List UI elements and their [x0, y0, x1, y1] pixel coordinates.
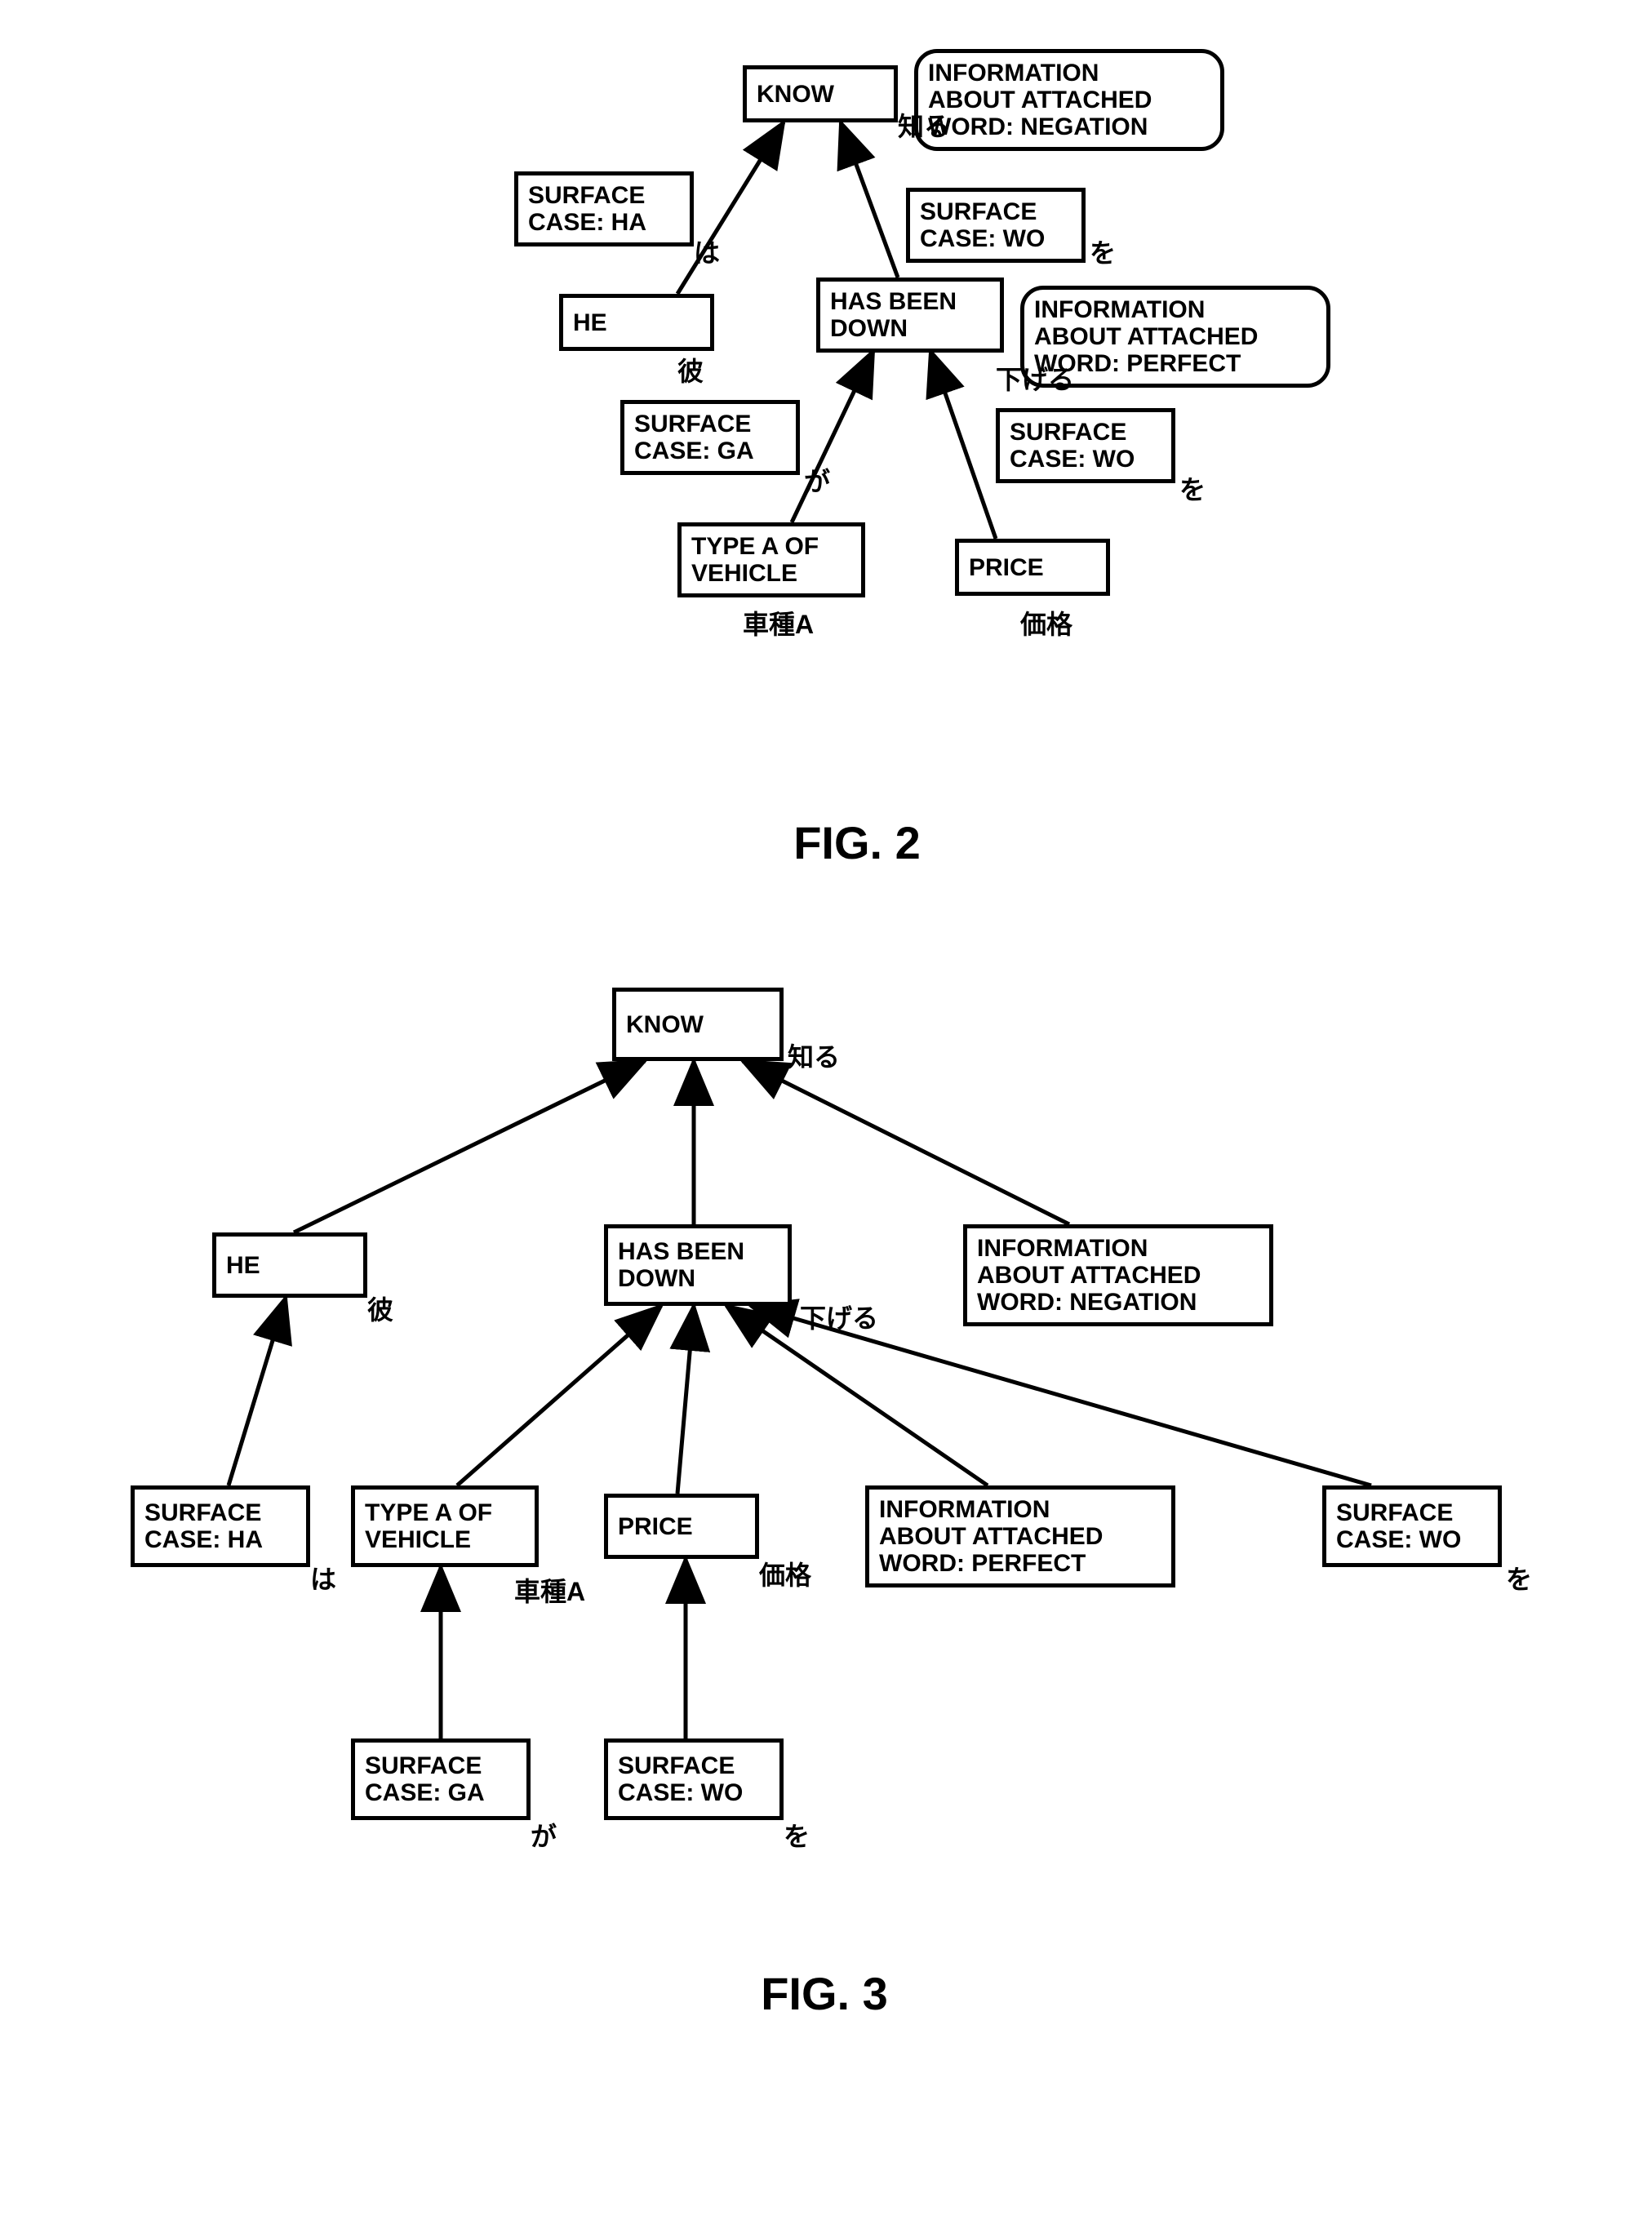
jp-label: を: [1090, 233, 1116, 270]
jp-label: を: [1179, 469, 1206, 507]
node-sc_ga: SURFACECASE: GA: [620, 400, 800, 475]
node-price: PRICE: [955, 539, 1110, 596]
node-know: KNOW: [612, 988, 784, 1061]
edge: [677, 1306, 694, 1494]
edge: [743, 1061, 1069, 1224]
jp-label: 車種A: [514, 1571, 585, 1609]
node-info_neg: INFORMATIONABOUT ATTACHEDWORD: NEGATION: [914, 49, 1224, 151]
edge: [294, 1061, 645, 1232]
node-sc_wo_r: SURFACECASE: WO: [1322, 1485, 1502, 1567]
jp-label: 価格: [1020, 604, 1072, 642]
jp-label: 下げる: [996, 359, 1074, 397]
jp-label: を: [1506, 1559, 1532, 1596]
figure-caption: FIG. 2: [286, 816, 1428, 869]
node-know: KNOW: [743, 65, 898, 122]
jp-label: 知る: [898, 106, 950, 144]
jp-label: 価格: [759, 1555, 811, 1592]
figure: KNOW HE HAS BEENDOWN INFORMATIONABOUT ATTAC…: [49, 939, 1600, 2040]
jp-label: は: [694, 233, 720, 270]
node-sc_ga: SURFACECASE: GA: [351, 1738, 531, 1820]
jp-label: 車種A: [743, 604, 814, 642]
edge: [930, 351, 996, 539]
edge: [841, 122, 898, 278]
jp-label: を: [784, 1816, 810, 1854]
jp-label: が: [531, 1816, 557, 1854]
node-hbd: HAS BEENDOWN: [604, 1224, 792, 1306]
edge: [229, 1298, 286, 1485]
node-hbd: HAS BEENDOWN: [816, 278, 1004, 353]
node-typeA: TYPE A OFVEHICLE: [677, 522, 865, 597]
node-sc_wo_b: SURFACECASE: WO: [604, 1738, 784, 1820]
jp-label: 彼: [367, 1290, 393, 1327]
node-typeA: TYPE A OFVEHICLE: [351, 1485, 539, 1567]
jp-label: は: [310, 1559, 336, 1596]
figure-caption: FIG. 3: [49, 1967, 1600, 2020]
jp-label: 下げる: [800, 1298, 878, 1335]
jp-label: 知る: [788, 1037, 840, 1074]
figure: KNOW INFORMATIONABOUT ATTACHEDWORD: NEGAT…: [286, 33, 1428, 890]
node-sc_ha: SURFACECASE: HA: [514, 171, 694, 246]
node-he: HE: [212, 1232, 367, 1298]
jp-label: 彼: [677, 351, 704, 389]
node-sc_wo2: SURFACECASE: WO: [996, 408, 1175, 483]
node-he: HE: [559, 294, 714, 351]
node-sc_ha: SURFACECASE: HA: [131, 1485, 310, 1567]
node-info_neg: INFORMATIONABOUT ATTACHEDWORD: NEGATION: [963, 1224, 1273, 1326]
edges-layer: [286, 33, 1428, 890]
node-sc_wo1: SURFACECASE: WO: [906, 188, 1086, 263]
edge: [457, 1306, 661, 1485]
node-info_perf: INFORMATIONABOUT ATTACHEDWORD: PERFECT: [865, 1485, 1175, 1587]
node-price: PRICE: [604, 1494, 759, 1559]
jp-label: が: [804, 461, 830, 499]
